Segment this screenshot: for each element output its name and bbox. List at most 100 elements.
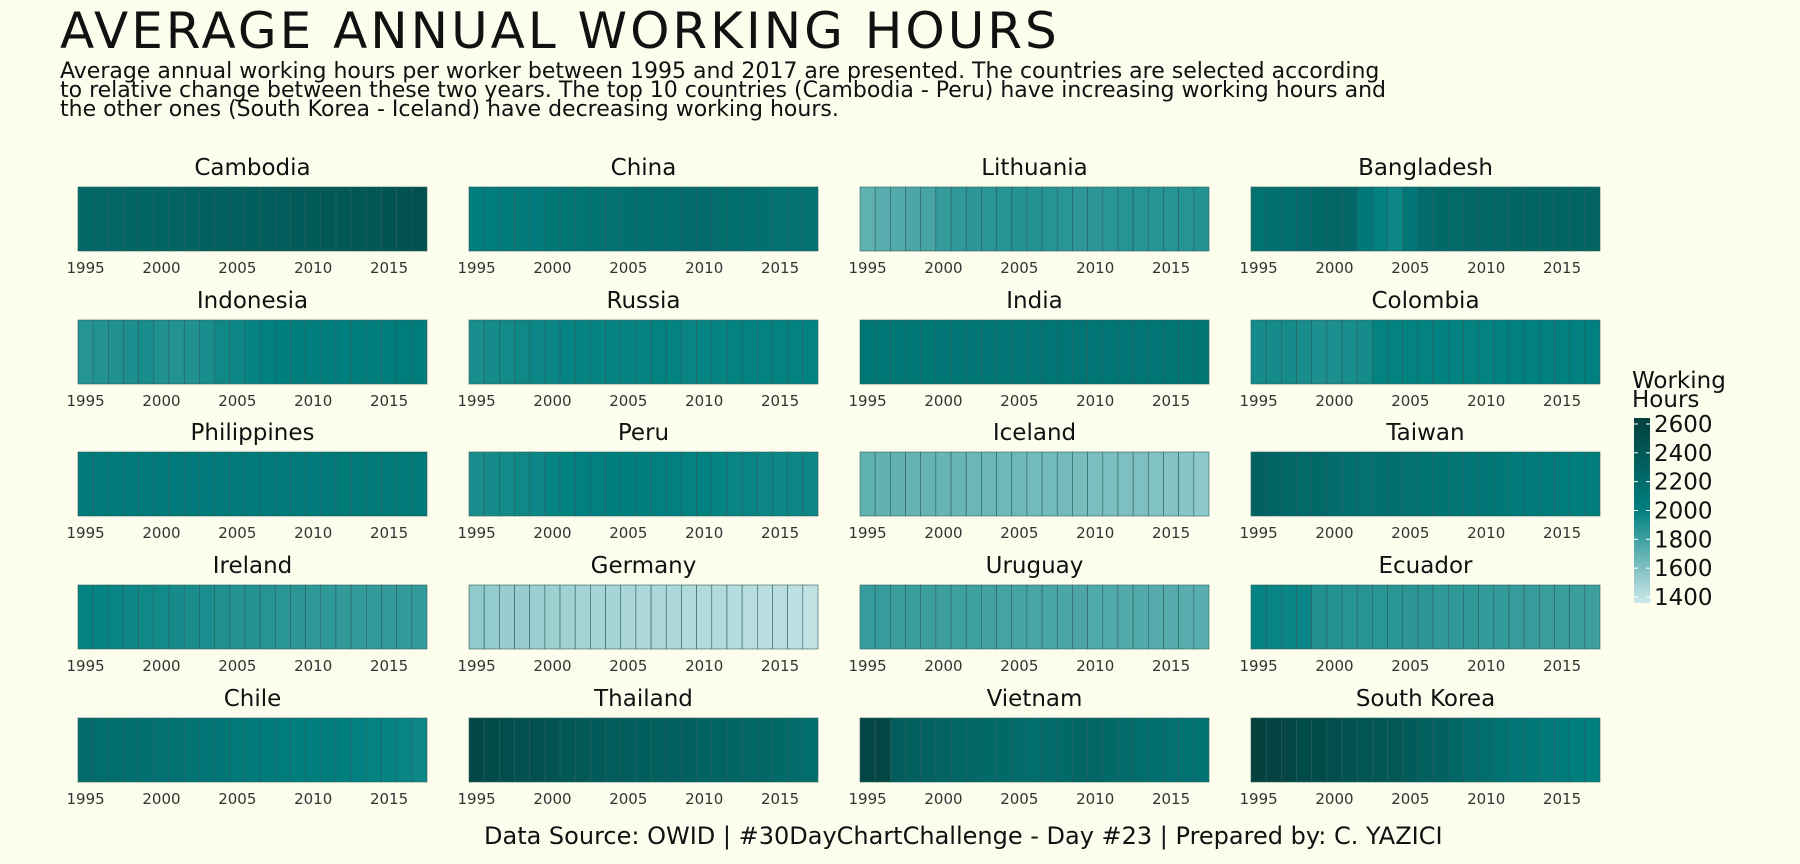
heat-cell bbox=[1326, 319, 1343, 385]
heat-cell bbox=[1569, 451, 1586, 517]
legend-label: 1400 bbox=[1654, 585, 1713, 611]
heat-cell bbox=[483, 717, 500, 783]
heat-cell bbox=[1447, 319, 1464, 385]
heat-cell bbox=[696, 717, 713, 783]
x-tick-label: 2010 bbox=[1076, 657, 1114, 675]
heat-cell bbox=[1341, 717, 1358, 783]
legend-label: 2000 bbox=[1654, 499, 1713, 525]
heat-cell bbox=[199, 451, 215, 517]
heat-cell bbox=[772, 186, 788, 252]
panel-title: Ecuador bbox=[1379, 553, 1474, 579]
heat-cell bbox=[529, 186, 546, 252]
panel-title: Thailand bbox=[593, 686, 693, 712]
heat-cell bbox=[1402, 451, 1419, 517]
panel-vietnam: Vietnam 1995 2000 2005 2010 2015 bbox=[848, 686, 1210, 808]
heat-cell bbox=[1193, 186, 1210, 252]
heat-cell bbox=[499, 319, 515, 385]
heat-cell bbox=[696, 319, 713, 385]
heat-cell bbox=[965, 717, 982, 783]
heat-cell bbox=[1584, 451, 1601, 517]
heat-cell bbox=[335, 319, 352, 385]
legend-title: Working bbox=[1632, 368, 1726, 394]
heat-cell bbox=[1148, 319, 1164, 385]
heat-cell bbox=[1250, 319, 1267, 385]
heat-cell bbox=[1041, 584, 1058, 650]
x-tick-label: 2005 bbox=[609, 259, 647, 277]
heat-cell bbox=[229, 717, 246, 783]
heat-cell bbox=[123, 584, 139, 650]
panel-peru: Peru 1995 2000 2005 2010 2015 bbox=[457, 420, 819, 542]
heat-cell bbox=[1087, 451, 1104, 517]
heat-cell bbox=[620, 319, 637, 385]
heat-cell bbox=[1281, 319, 1297, 385]
heat-cell bbox=[1193, 584, 1210, 650]
heat-cell bbox=[411, 186, 428, 252]
heat-cell bbox=[138, 717, 155, 783]
heat-cell bbox=[772, 319, 788, 385]
heat-cell bbox=[1417, 584, 1434, 650]
heat-cell bbox=[1387, 319, 1404, 385]
heat-cell bbox=[950, 717, 967, 783]
heat-cell bbox=[108, 451, 124, 517]
panel-title: Lithuania bbox=[981, 155, 1088, 181]
heat-cell bbox=[1041, 717, 1058, 783]
heat-cell bbox=[905, 717, 921, 783]
x-tick-label: 2000 bbox=[533, 657, 571, 675]
heat-cell bbox=[650, 186, 667, 252]
heat-cell bbox=[859, 717, 876, 783]
heat-cell bbox=[605, 186, 622, 252]
heat-cell bbox=[681, 717, 697, 783]
x-tick-label: 2000 bbox=[533, 392, 571, 410]
heat-cell bbox=[1132, 584, 1149, 650]
legend-title: Hours bbox=[1632, 387, 1699, 413]
heat-cell bbox=[168, 319, 185, 385]
heat-cell bbox=[290, 186, 306, 252]
x-tick-label: 2000 bbox=[924, 392, 962, 410]
heat-cell bbox=[229, 319, 246, 385]
heat-cell bbox=[153, 717, 170, 783]
heat-cell bbox=[1326, 451, 1343, 517]
chart-title: AVERAGE ANNUAL WORKING HOURS bbox=[60, 2, 1060, 60]
heat-cell bbox=[350, 186, 367, 252]
heat-cell bbox=[1026, 319, 1043, 385]
panel-thailand: Thailand 1995 2000 2005 2010 2015 bbox=[457, 686, 819, 808]
heat-cell bbox=[1387, 584, 1404, 650]
panel-indonesia: Indonesia 1995 2000 2005 2010 2015 bbox=[66, 288, 428, 410]
heat-cell bbox=[1117, 717, 1134, 783]
heat-cell bbox=[1554, 584, 1570, 650]
heat-cell bbox=[305, 186, 322, 252]
x-tick-label: 2000 bbox=[924, 790, 962, 808]
x-tick-label: 1995 bbox=[1239, 790, 1277, 808]
heat-cell bbox=[1163, 451, 1179, 517]
heat-cell bbox=[274, 186, 291, 252]
heat-cell bbox=[1432, 319, 1449, 385]
heat-cell bbox=[411, 451, 428, 517]
x-tick-label: 2005 bbox=[609, 657, 647, 675]
heat-cell bbox=[1087, 717, 1104, 783]
heat-cell bbox=[802, 584, 819, 650]
x-tick-label: 2015 bbox=[761, 259, 799, 277]
heat-cell bbox=[1402, 717, 1419, 783]
heat-cell bbox=[1102, 717, 1119, 783]
heat-cell bbox=[274, 319, 291, 385]
heat-cell bbox=[772, 451, 788, 517]
heat-cell bbox=[1463, 584, 1479, 650]
heat-cell bbox=[1250, 717, 1267, 783]
x-tick-label: 2005 bbox=[1000, 259, 1038, 277]
heat-cell bbox=[381, 186, 397, 252]
x-tick-label: 2005 bbox=[1000, 392, 1038, 410]
heat-cell bbox=[1569, 717, 1586, 783]
heat-cell bbox=[1387, 186, 1404, 252]
heat-cell bbox=[1132, 319, 1149, 385]
x-tick-label: 1995 bbox=[1239, 524, 1277, 542]
heat-cell bbox=[1447, 186, 1464, 252]
heat-cell bbox=[590, 186, 606, 252]
panel-title: Germany bbox=[591, 553, 697, 579]
heat-cell bbox=[411, 717, 428, 783]
heat-cell bbox=[726, 717, 743, 783]
heat-cell bbox=[1447, 584, 1464, 650]
heat-cell bbox=[1072, 319, 1088, 385]
x-tick-label: 2005 bbox=[218, 392, 256, 410]
x-tick-label: 2010 bbox=[1467, 259, 1505, 277]
heat-cell bbox=[1296, 319, 1312, 385]
